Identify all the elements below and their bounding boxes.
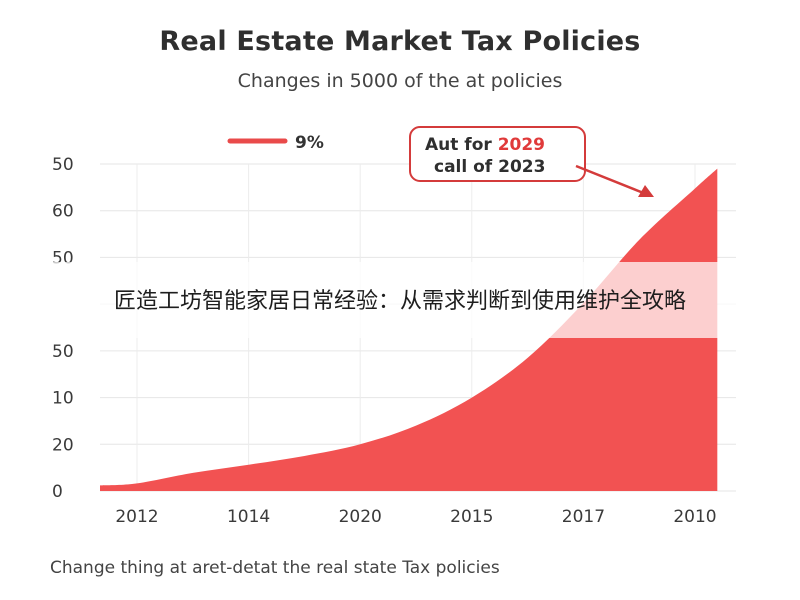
x-tick-label: 1014: [227, 507, 270, 527]
chart-subtitle: Changes in 5000 of the at policies: [237, 70, 563, 92]
chart-caption: Change thing at aret-detat the real stat…: [50, 558, 500, 578]
y-tick-label: 20: [52, 435, 74, 455]
x-tick-label: 2015: [450, 507, 493, 527]
annotation-highlight: 2029: [498, 135, 545, 155]
legend-label: 9%: [295, 133, 324, 153]
chart-title: Real Estate Market Tax Policies: [159, 26, 641, 57]
annotation-line-1: Aut for 2029: [425, 135, 545, 155]
y-tick-label: 50: [52, 342, 74, 362]
y-tick-label: 50: [52, 155, 74, 175]
x-axis-ticks: 2012 1014 2020 2015 2017 2010: [115, 507, 716, 527]
series-area: [100, 168, 718, 491]
y-tick-label: 10: [52, 389, 74, 409]
x-tick-label: 2017: [562, 507, 605, 527]
annotation-arrow: [575, 164, 647, 196]
overlay-text: 匠造工坊智能家居日常经验：从需求判断到使用维护全攻略: [113, 289, 686, 314]
annotation-prefix: Aut for: [425, 135, 498, 155]
annotation-line-2: call of 2023: [434, 157, 545, 177]
annotation-arrowhead: [638, 185, 654, 197]
x-tick-label: 2010: [673, 507, 716, 527]
y-tick-label: 60: [52, 202, 74, 222]
y-tick-label: 0: [52, 482, 63, 502]
annotation-box: [409, 126, 586, 182]
x-tick-label: 2020: [339, 507, 382, 527]
x-tick-label: 2012: [115, 507, 158, 527]
overlay-band: [0, 262, 800, 338]
